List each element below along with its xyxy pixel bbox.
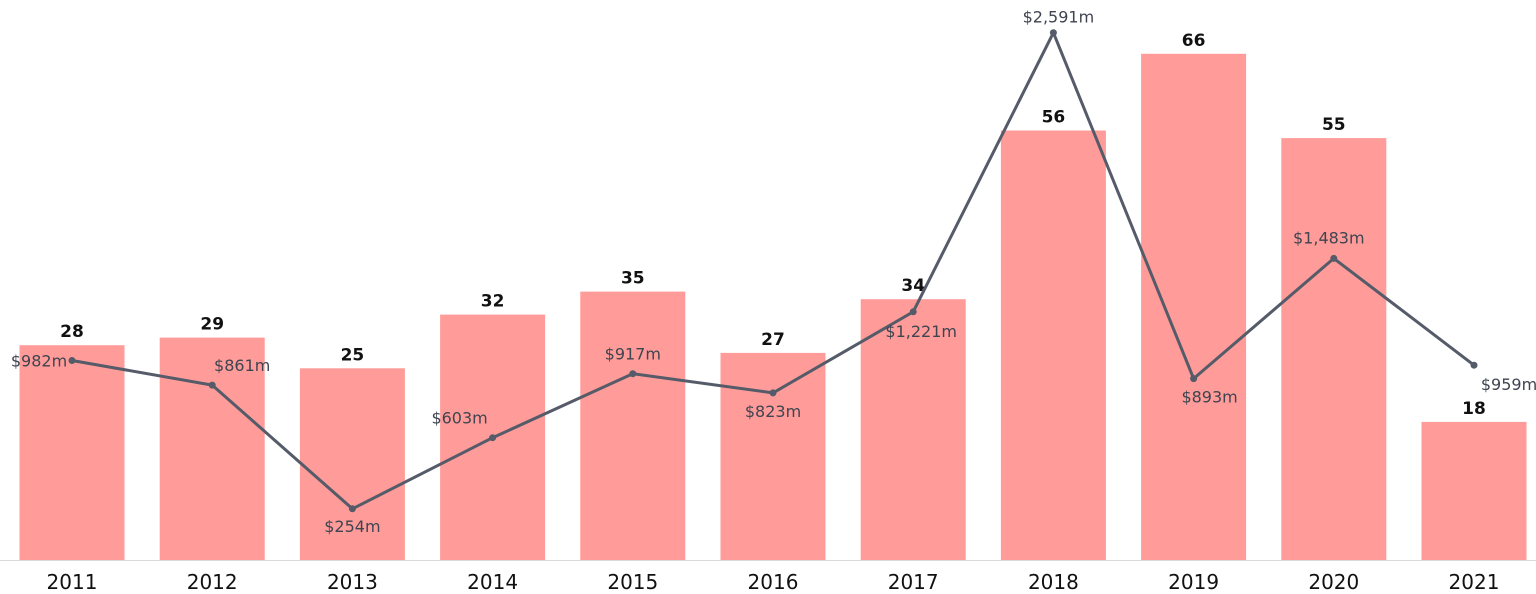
line-value-label-2015: $917m (605, 345, 661, 364)
bar-value-label-2016: 27 (761, 330, 785, 350)
value-point-2021 (1470, 361, 1478, 369)
x-tick-2019: 2019 (1168, 570, 1219, 594)
line-value-label-2017: $1,221m (885, 322, 957, 341)
x-tick-2018: 2018 (1028, 570, 1079, 594)
bar-2021 (1421, 421, 1527, 560)
bar-value-label-2011: 28 (60, 322, 84, 342)
bar-value-label-2021: 18 (1462, 399, 1486, 419)
value-point-2011 (68, 357, 76, 364)
x-tick-2016: 2016 (748, 570, 799, 594)
line-value-label-2021: $959m (1481, 375, 1536, 394)
bar-2020 (1281, 138, 1387, 560)
x-tick-2015: 2015 (607, 570, 658, 594)
bar-2012 (159, 337, 265, 560)
x-tick-2013: 2013 (327, 570, 378, 594)
bar-2019 (1141, 53, 1247, 561)
bar-2018 (1000, 130, 1106, 560)
bar-2016 (720, 352, 826, 560)
value-point-2020 (1330, 254, 1338, 262)
bar-value-label-2017: 34 (901, 276, 925, 296)
x-tick-labels: 2011 2012 2013 2014 2015 2016 2017 2018 2019 2020… (47, 570, 1500, 594)
value-point-2018 (1049, 29, 1057, 37)
value-point-2015 (629, 370, 637, 378)
x-tick-2012: 2012 (187, 570, 238, 594)
bar-2013 (299, 368, 405, 561)
line-value-label-2011: $982m (11, 352, 67, 371)
bar-value-label-2019: 66 (1182, 31, 1206, 51)
count-labels-layer: 28 29 25 32 35 27 34 56 66 55 18 (60, 31, 1486, 419)
line-value-label-2012: $861m (214, 356, 270, 375)
bar-value-label-2020: 55 (1322, 115, 1346, 135)
bars-layer (19, 53, 1527, 561)
bar-value-label-2015: 35 (621, 269, 645, 289)
value-point-2017 (909, 308, 917, 316)
line-value-label-2020: $1,483m (1293, 228, 1365, 247)
bar-2011 (19, 345, 125, 560)
value-point-2012 (208, 381, 216, 389)
bar-2017 (860, 299, 966, 560)
line-value-label-2019: $893m (1181, 388, 1237, 407)
bar-value-label-2013: 25 (341, 345, 365, 365)
bar-value-label-2014: 32 (481, 292, 505, 312)
x-tick-2011: 2011 (47, 570, 98, 594)
x-tick-2014: 2014 (467, 570, 518, 594)
x-tick-2021: 2021 (1449, 570, 1500, 594)
value-point-2014 (489, 434, 497, 442)
bar-value-label-2018: 56 (1042, 108, 1066, 128)
value-point-2019 (1190, 375, 1198, 383)
value-point-2013 (348, 505, 356, 513)
x-tick-2017: 2017 (888, 570, 939, 594)
line-layer (68, 29, 1478, 513)
line-value-label-2013: $254m (324, 517, 380, 536)
bar-value-label-2012: 29 (200, 315, 224, 335)
x-tick-2020: 2020 (1308, 570, 1359, 594)
value-point-2016 (769, 389, 777, 397)
line-value-label-2014: $603m (431, 409, 487, 428)
value-labels-layer: $982m $861m $254m $603m $917m $823m $1,221m $2,… (11, 8, 1536, 536)
line-value-label-2016: $823m (745, 402, 801, 421)
bar-2015 (580, 291, 686, 560)
line-value-label-2018: $2,591m (1023, 8, 1095, 27)
